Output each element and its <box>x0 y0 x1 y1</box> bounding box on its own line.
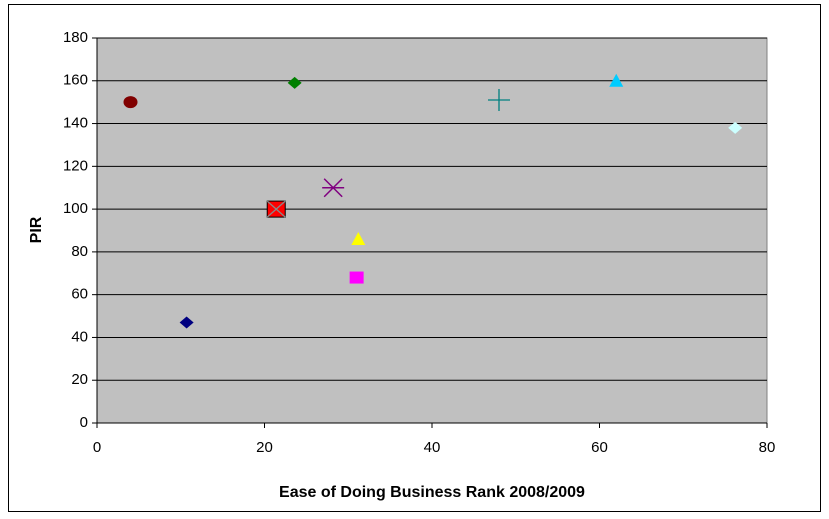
marker <box>488 89 510 112</box>
y-tick-label: 40 <box>71 328 88 345</box>
y-tick-label: 120 <box>63 157 88 174</box>
marker <box>349 271 364 284</box>
y-tick-label: 80 <box>71 243 88 260</box>
marker <box>351 232 366 246</box>
x-tick-label: 60 <box>591 439 608 456</box>
x-tick-label: 40 <box>424 439 441 456</box>
x-tick-label: 0 <box>93 439 101 456</box>
y-tick-label: 100 <box>63 200 88 217</box>
marker <box>609 73 624 87</box>
y-tick-label: 160 <box>63 72 88 89</box>
marker <box>287 76 302 89</box>
x-axis-title: Ease of Doing Business Rank 2008/2009 <box>279 484 585 501</box>
y-tick-label: 20 <box>71 371 88 388</box>
marker <box>728 121 743 134</box>
y-tick-label: 60 <box>71 286 88 303</box>
marker <box>123 96 138 109</box>
marker <box>179 316 194 329</box>
marker-cross <box>266 200 286 218</box>
marker <box>322 178 345 198</box>
x-tick-label: 20 <box>256 439 273 456</box>
x-tick-label: 80 <box>759 439 776 456</box>
y-tick-label: 140 <box>63 115 88 132</box>
marker <box>266 200 286 218</box>
y-tick-label: 0 <box>80 414 88 431</box>
y-axis-title: PIR <box>28 216 45 243</box>
plot-area <box>96 37 768 424</box>
y-tick-label: 180 <box>63 29 88 46</box>
